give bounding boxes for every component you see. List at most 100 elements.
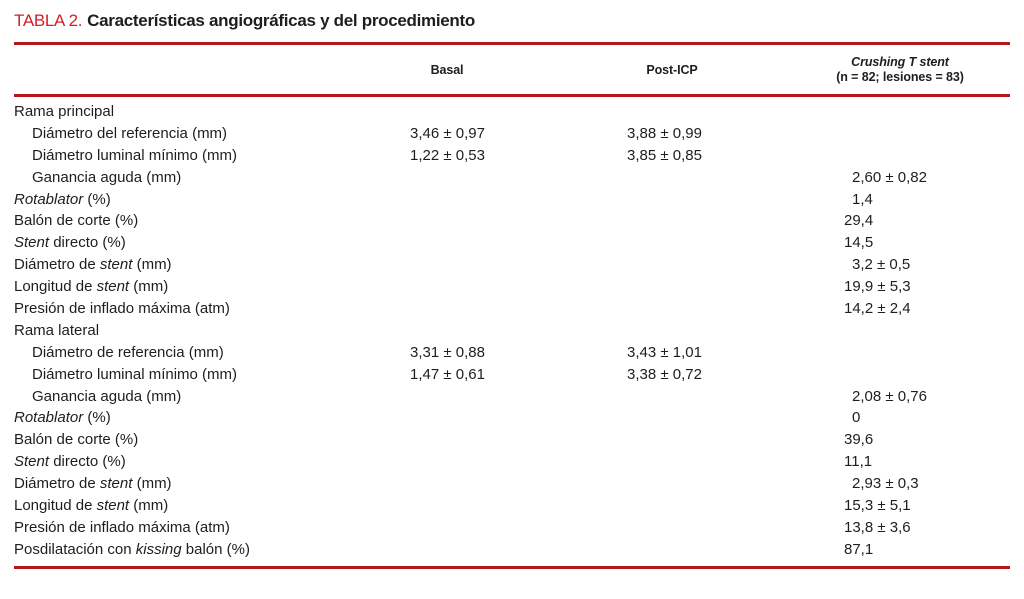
row-label-segment: Ganancia aguda (mm) — [32, 387, 182, 405]
row-label-segment: (%) — [83, 409, 111, 427]
row-label: Presión de inflado máxima (atm) — [14, 298, 230, 320]
table-row: Rama lateral — [14, 320, 1010, 342]
table-row: Ganancia aguda (mm) 2,60 ± 0,82 — [14, 167, 1010, 189]
row-label-segment: (mm) — [132, 256, 172, 274]
cell-crushing-t-stent: 87,1 — [844, 540, 874, 558]
cell-post-icp: 3,88 ± 0,99 — [627, 124, 702, 142]
row-label-segment: directo (%) — [49, 453, 126, 471]
table-row: Rotablator (%) 0 — [14, 407, 1010, 429]
table-header: Basal Post-ICP Crushing T stent (n = 82;… — [14, 45, 1010, 94]
row-label: Rotablator (%) — [14, 189, 111, 211]
row-label-segment: Balón de corte (%) — [14, 212, 139, 230]
cell-crushing-t-stent: 39,6 — [844, 431, 874, 449]
cell-crushing-t-stent: 29,4 — [844, 212, 874, 230]
row-label-segment-italic: stent — [96, 497, 130, 515]
column-header-basal: Basal — [430, 62, 464, 77]
row-label: Ganancia aguda (mm) — [14, 386, 181, 408]
table-row: Presión de inflado máxima (atm) 13,8 ± 3,… — [14, 517, 1010, 539]
row-label: Balón de corte (%) — [14, 210, 138, 232]
row-label-segment: Rama principal — [14, 103, 115, 120]
cell-crushing-t-stent: 1,4 — [852, 190, 873, 208]
row-label: Diámetro de stent (mm) — [14, 473, 172, 495]
table-row: Diámetro luminal mínimo (mm) 1,47 ± 0,61 3… — [14, 364, 1010, 386]
row-label-segment-italic: Rotablator — [14, 190, 84, 208]
cell-post-icp: 3,43 ± 1,01 — [627, 343, 702, 361]
cell-basal: 1,22 ± 0,53 — [410, 146, 485, 164]
row-label: Longitud de stent (mm) — [14, 276, 168, 298]
row-label: Rotablator (%) — [14, 407, 111, 429]
cell-crushing-t-stent: 19,9 ± 5,3 — [844, 278, 911, 296]
table-row: Stent directo (%) 14,5 — [14, 232, 1010, 254]
cell-basal: 3,31 ± 0,88 — [410, 343, 485, 361]
table-row: Rotablator (%) 1,4 — [14, 189, 1010, 211]
table-row: Posdilatación con kissing balón (%) 87,1 — [14, 539, 1010, 561]
row-label: Diámetro del referencia (mm) — [14, 123, 227, 145]
row-label-segment: Presión de inflado máxima (atm) — [14, 300, 230, 318]
row-label-segment-italic: stent — [99, 256, 133, 274]
row-label-segment: Balón de corte (%) — [14, 431, 139, 449]
row-label: Diámetro de stent (mm) — [14, 254, 172, 276]
table-caption: Características angiográficas y del proc… — [87, 11, 475, 30]
row-label: Diámetro luminal mínimo (mm) — [14, 364, 237, 386]
table-row: Diámetro del referencia (mm) 3,46 ± 0,97 3… — [14, 123, 1010, 145]
row-label: Stent directo (%) — [14, 451, 126, 473]
row-label-segment: Rama lateral — [14, 321, 100, 339]
top-divider — [14, 42, 1010, 45]
column-header-crushing-t-stent: Crushing T stent (n = 82; lesiones = 83) — [800, 45, 1000, 94]
row-label-segment: Longitud de — [14, 497, 97, 515]
table-title: TABLA 2. Características angiográficas y … — [14, 9, 1010, 32]
row-label-segment: Diámetro de referencia (mm) — [32, 343, 224, 361]
cell-post-icp: 3,38 ± 0,72 — [627, 365, 702, 383]
row-label-segment: Diámetro de — [14, 475, 100, 493]
row-label-segment: (%) — [83, 190, 111, 208]
table-row: Diámetro luminal mínimo (mm) 1,22 ± 0,53 3… — [14, 145, 1010, 167]
table-row: Longitud de stent (mm) 15,3 ± 5,1 — [14, 495, 1010, 517]
table-row: Diámetro de stent (mm) 2,93 ± 0,3 — [14, 473, 1010, 495]
cell-crushing-t-stent: 13,8 ± 3,6 — [844, 518, 911, 536]
row-label-segment: directo (%) — [49, 234, 126, 252]
row-label: Stent directo (%) — [14, 232, 126, 254]
row-label-segment-italic: Stent — [14, 234, 50, 252]
row-label: Diámetro luminal mínimo (mm) — [14, 145, 237, 167]
row-label-segment: Diámetro del referencia (mm) — [32, 124, 228, 142]
row-label: Diámetro de referencia (mm) — [14, 342, 224, 364]
row-label-segment: balón (%) — [181, 540, 250, 558]
table-row: Balón de corte (%) 29,4 — [14, 210, 1010, 232]
row-label-segment: Diámetro luminal mínimo (mm) — [32, 365, 238, 383]
row-label-segment: (mm) — [129, 278, 169, 296]
row-label-segment: Diámetro luminal mínimo (mm) — [32, 146, 238, 164]
table-row: Ganancia aguda (mm) 2,08 ± 0,76 — [14, 386, 1010, 408]
row-label-segment: (mm) — [132, 475, 172, 493]
row-label-segment-italic: stent — [99, 475, 133, 493]
cell-crushing-t-stent: 15,3 ± 5,1 — [844, 497, 911, 515]
bottom-divider — [14, 565, 1010, 569]
cell-crushing-t-stent: 3,2 ± 0,5 — [852, 256, 911, 274]
table-row: Rama principal — [14, 101, 1010, 123]
row-label-segment-italic: Rotablator — [14, 409, 84, 427]
column-header-post-icp: Post-ICP — [646, 62, 698, 77]
cell-crushing-t-stent: 2,08 ± 0,76 — [852, 387, 927, 405]
header-divider — [14, 94, 1010, 97]
row-label-segment: Presión de inflado máxima (atm) — [14, 518, 230, 536]
row-label: Rama lateral — [14, 320, 99, 342]
table-row: Presión de inflado máxima (atm) 14,2 ± 2,… — [14, 298, 1010, 320]
row-label-segment-italic: Stent — [14, 453, 50, 471]
cell-crushing-t-stent: 11,1 — [844, 453, 873, 471]
column-header-crushing-n: (n = 82; lesiones = 83) — [836, 69, 964, 84]
cell-basal: 1,47 ± 0,61 — [410, 365, 485, 383]
row-label-segment-italic: kissing — [135, 540, 182, 558]
column-header-crushing-name: Crushing T stent — [851, 54, 949, 69]
table-number: TABLA 2. — [14, 11, 83, 30]
cell-crushing-t-stent: 0 — [852, 409, 861, 427]
row-label: Posdilatación con kissing balón (%) — [14, 539, 250, 561]
row-label-segment: Diámetro de — [14, 256, 100, 274]
cell-post-icp: 3,85 ± 0,85 — [627, 146, 702, 164]
cell-crushing-t-stent: 14,5 — [844, 234, 874, 252]
table-row: Longitud de stent (mm) 19,9 ± 5,3 — [14, 276, 1010, 298]
row-label: Ganancia aguda (mm) — [14, 167, 181, 189]
cell-crushing-t-stent: 2,93 ± 0,3 — [852, 475, 919, 493]
cell-basal: 3,46 ± 0,97 — [410, 124, 485, 142]
table-row: Diámetro de referencia (mm) 3,31 ± 0,88 3,… — [14, 342, 1010, 364]
row-label-segment-italic: stent — [96, 278, 130, 296]
table-row: Stent directo (%) 11,1 — [14, 451, 1010, 473]
